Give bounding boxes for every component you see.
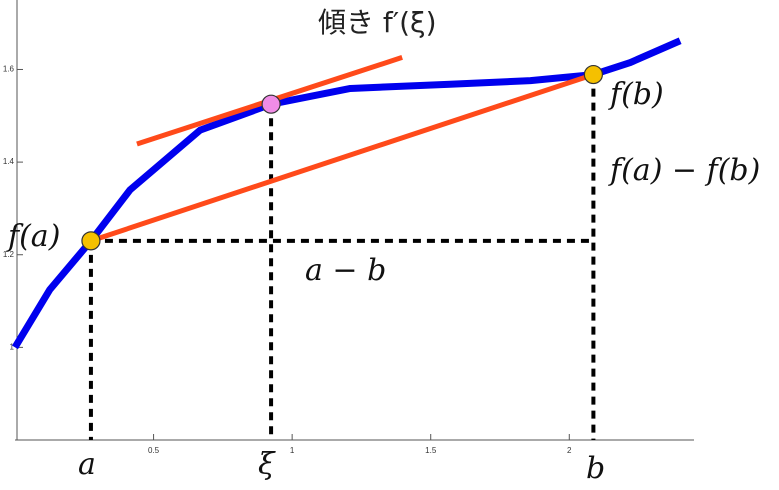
y-tick-label: 1.2	[3, 250, 15, 259]
x-tick-label: 2	[567, 446, 572, 455]
xi-label: ξ	[258, 447, 276, 482]
secant-line	[90, 72, 595, 244]
fa-label: f(a)	[6, 219, 60, 254]
x-tick-label: 1	[290, 446, 295, 455]
slope-label: 傾き f′(ξ)	[318, 6, 437, 39]
difference-label: f(a) − f(b)	[608, 153, 760, 188]
a-label: a	[78, 447, 96, 482]
y-tick-label: 1.4	[3, 157, 15, 166]
point	[81, 231, 101, 251]
run-label: a − b	[305, 253, 386, 288]
point	[583, 64, 603, 85]
curve	[12, 37, 682, 350]
x-tick-label: 0.5	[148, 446, 160, 455]
b-label: b	[586, 451, 605, 486]
fb-label: f(b)	[608, 77, 664, 112]
y-tick-label: 1	[10, 342, 15, 351]
point	[261, 94, 281, 114]
x-tick-label: 1.5	[425, 446, 437, 455]
y-tick-label: 1.6	[3, 65, 15, 74]
